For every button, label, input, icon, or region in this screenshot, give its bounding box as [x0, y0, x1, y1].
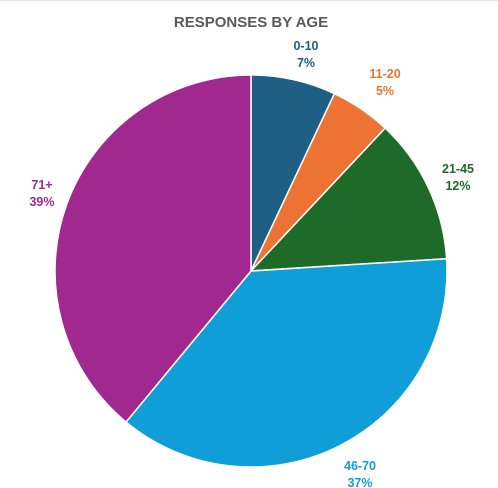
- chart-title: RESPONSES BY AGE: [174, 14, 328, 31]
- top-border: [0, 0, 498, 1]
- slice-label-category: 71+: [31, 178, 52, 192]
- slice-label-category: 21-45: [442, 162, 474, 176]
- slice-label-category: 0-10: [293, 39, 318, 53]
- pie-slice-21-45: [250, 127, 448, 272]
- slice-label-category: 11-20: [369, 67, 400, 81]
- pie-slice-71-plus: [54, 74, 252, 423]
- slice-labels: 0-10 7% 11-20 5% 21-45 12% 46-70 37% 71+ 39%: [29, 39, 474, 488]
- slice-label-value: 39%: [29, 195, 54, 209]
- pie-slices: [54, 74, 448, 468]
- slice-label-category: 46-70: [344, 459, 376, 473]
- pie-slice-46-70: [125, 257, 448, 468]
- slice-label-value: 5%: [376, 84, 394, 98]
- slice-label-value: 7%: [297, 56, 315, 70]
- slice-label-value: 12%: [445, 179, 470, 193]
- slice-label-value: 37%: [347, 476, 372, 488]
